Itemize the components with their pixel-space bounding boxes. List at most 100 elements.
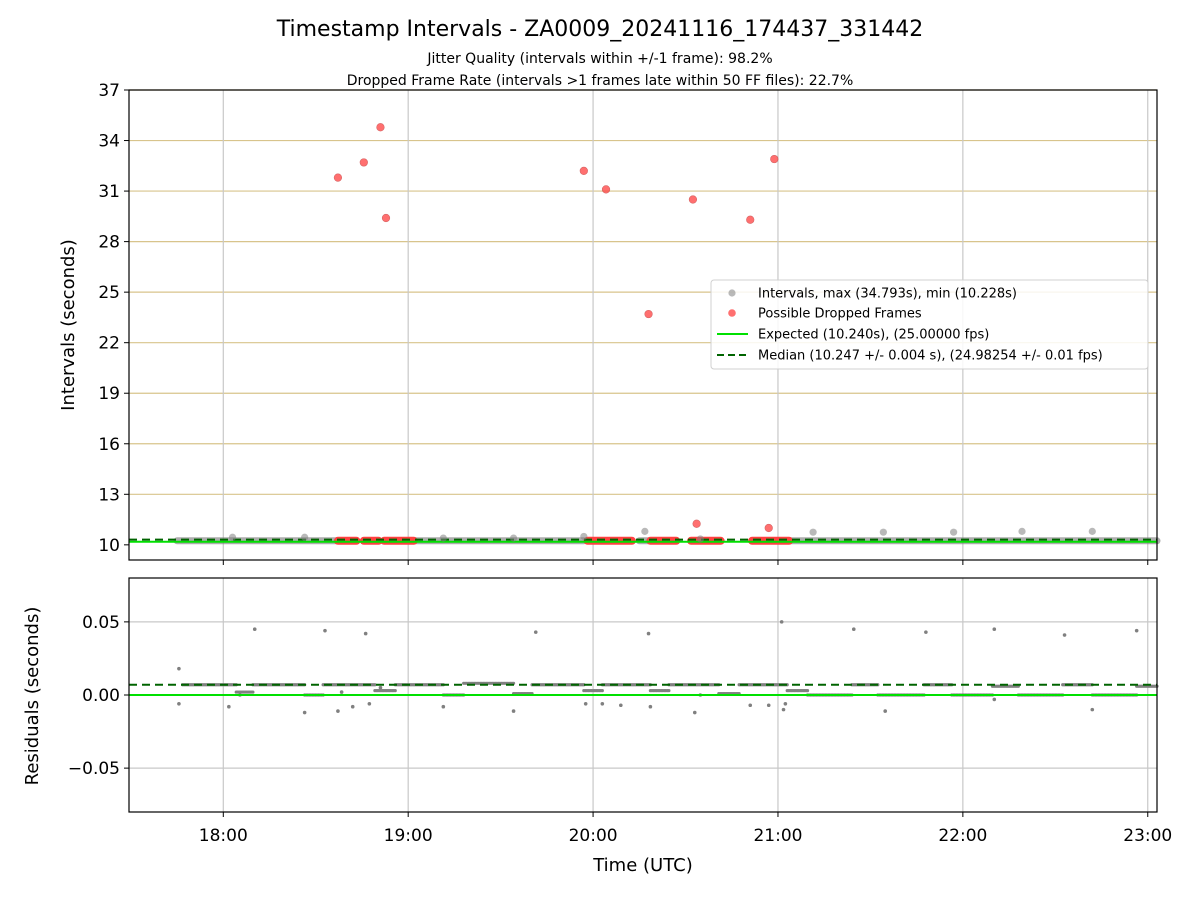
legend: Intervals, max (34.793s), min (10.228s) P… <box>710 279 1149 370</box>
residual-outlier-point <box>783 701 788 706</box>
residual-outlier-point <box>378 685 383 690</box>
residual-outlier-point <box>350 704 355 709</box>
y-tick-label: 25 <box>98 283 120 303</box>
residual-outlier-point <box>583 701 588 706</box>
intervals-panel: 10 13 16 19 22 25 28 31 34 37 Intervals, max (34.7… <box>98 81 1161 565</box>
residual-outlier-point <box>441 704 446 709</box>
residual-outlier-point <box>363 631 368 636</box>
interval-point <box>696 535 704 543</box>
residual-outlier-point <box>1090 707 1095 712</box>
residual-y-tick-label: −0.05 <box>68 759 120 779</box>
interval-point <box>809 528 817 536</box>
dropped-frame-point <box>601 185 611 194</box>
y-tick-label: 34 <box>98 132 120 152</box>
dropped-frame-point <box>579 166 588 175</box>
residual-outlier-point <box>779 620 784 624</box>
residual-outlier-point <box>511 709 516 713</box>
residual-outlier-point <box>339 690 344 694</box>
dropped-frame-point <box>688 195 698 204</box>
legend-box <box>710 279 1149 370</box>
x-tick-label: 18:00 <box>199 826 248 846</box>
residual-y-tick-label: 0.00 <box>82 686 120 706</box>
interval-point <box>879 528 887 536</box>
interval-point <box>1088 527 1096 535</box>
residual-outlier-point <box>992 697 997 702</box>
dropped-frame-point <box>644 309 653 319</box>
legend-label: Median (10.247 +/- 0.004 s), (24.98254 +… <box>758 349 1103 364</box>
y-tick-label: 10 <box>98 536 120 556</box>
interval-point <box>1018 527 1026 535</box>
residual-outlier-point <box>646 631 651 636</box>
interval-point <box>439 534 447 542</box>
x-tick-label: 19:00 <box>384 826 433 846</box>
residual-outlier-point <box>252 627 257 631</box>
x-tick-label: 22:00 <box>938 826 987 846</box>
residual-outlier-point <box>692 710 697 715</box>
residual-outlier-point <box>748 703 753 708</box>
legend-marker-intervals <box>728 289 736 297</box>
residual-outlier-point <box>367 701 372 706</box>
chart-title: Timestamp Intervals - ZA0009_20241116_17… <box>276 17 924 42</box>
residual-point <box>600 689 604 693</box>
residual-outlier-point <box>924 630 928 634</box>
y-tick-label: 31 <box>98 182 120 202</box>
residual-outlier-point <box>336 709 340 713</box>
dropped-frame-point <box>381 213 391 223</box>
residual-outlier-point <box>1134 628 1139 633</box>
legend-label: Expected (10.240s), (25.00000 fps) <box>758 328 989 343</box>
interval-point <box>509 534 518 542</box>
legend-marker-dropped <box>728 309 736 317</box>
residual-outlier-point <box>883 709 888 713</box>
residual-outlier-point <box>323 628 327 633</box>
residual-point <box>667 689 671 693</box>
x-tick-label: 21:00 <box>753 826 802 846</box>
y-tick-label: 19 <box>98 384 120 404</box>
residual-point <box>373 683 377 687</box>
interval-point <box>228 533 237 541</box>
dropped-frame-point <box>770 154 779 164</box>
residual-outlier-point <box>1062 633 1067 637</box>
residual-outlier-point <box>851 627 856 631</box>
y-tick-label: 16 <box>98 435 120 455</box>
top-plot-frame <box>128 89 1158 561</box>
x-axis-label: Time (UTC) <box>592 855 693 876</box>
y-tick-label: 28 <box>98 233 120 253</box>
interval-point <box>301 533 309 541</box>
dropped-frame-point <box>692 519 701 528</box>
dropped-frame-point <box>764 523 773 533</box>
residual-outlier-point <box>177 666 181 671</box>
residual-outlier-point <box>992 627 997 631</box>
y-tick-label: 13 <box>98 485 120 505</box>
residual-point <box>805 689 810 693</box>
bottom-plot-frame <box>128 577 1158 813</box>
interval-point <box>580 532 588 541</box>
residual-outlier-point <box>302 710 307 715</box>
legend-label: Intervals, max (34.793s), min (10.228s) <box>758 287 1017 302</box>
x-tick-label: 20:00 <box>569 826 618 846</box>
bottom-y-axis-label: Residuals (seconds) <box>22 607 43 786</box>
residual-outlier-point <box>781 707 786 712</box>
legend-label: Possible Dropped Frames <box>758 307 922 322</box>
residual-point <box>251 690 255 694</box>
residual-outlier-point <box>600 701 605 706</box>
interval-point <box>641 527 649 535</box>
residual-outlier-point <box>177 701 181 706</box>
x-tick-label: 23:00 <box>1123 826 1172 846</box>
dropped-frame-point <box>746 215 755 224</box>
residual-outlier-point <box>648 704 653 709</box>
residual-y-tick-label: 0.05 <box>82 613 120 633</box>
residual-outlier-point <box>533 630 538 634</box>
dropped-frame-point <box>333 173 343 182</box>
residual-point <box>393 689 397 693</box>
dropped-frame-point <box>376 123 385 132</box>
residual-outlier-point <box>766 703 771 708</box>
chart-subtitle-dropped: Dropped Frame Rate (intervals >1 frames … <box>347 73 854 89</box>
y-tick-label: 37 <box>98 81 120 101</box>
top-y-axis-label: Intervals (seconds) <box>58 239 79 411</box>
interval-point <box>950 528 958 536</box>
y-tick-label: 22 <box>98 334 120 354</box>
residuals-panel: 0.05 0.00 −0.05 18:00 19:00 20:00 21:00 22:00 23… <box>68 577 1172 846</box>
chart-subtitle-jitter: Jitter Quality (intervals within +/-1 fr… <box>426 51 772 67</box>
dropped-frame-point <box>359 158 368 167</box>
